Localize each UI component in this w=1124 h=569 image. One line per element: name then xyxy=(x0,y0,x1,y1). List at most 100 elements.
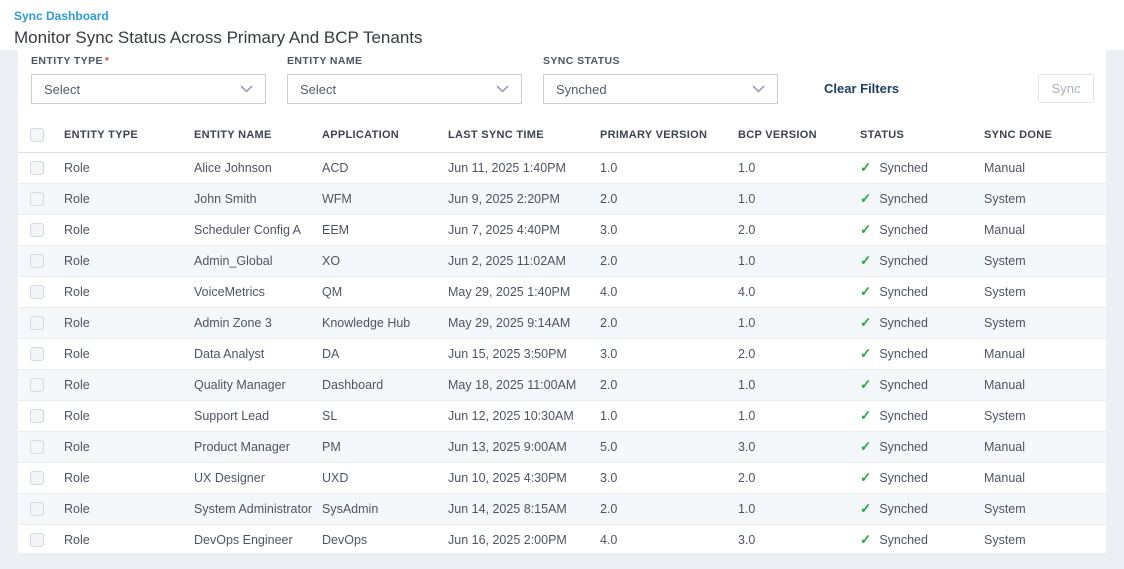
cell-entity-name: Alice Johnson xyxy=(194,160,272,175)
cell-entity-name: Support Lead xyxy=(194,408,270,423)
status-label: Synched xyxy=(879,191,928,206)
status-label: Synched xyxy=(879,346,928,361)
check-icon: ✓ xyxy=(860,345,872,361)
entity-type-select[interactable]: Select xyxy=(31,74,266,104)
row-checkbox[interactable] xyxy=(30,222,44,237)
cell-last-sync-time: May 18, 2025 11:00AM xyxy=(448,377,577,392)
entity-name-select[interactable]: Select xyxy=(287,74,522,104)
cell-application: QM xyxy=(322,284,343,299)
cell-bcp-version: 1.0 xyxy=(738,377,756,392)
filter-bar: ENTITY TYPE * Select ENTITY NAME Select S… xyxy=(18,50,1106,118)
cell-status: ✓ Synched xyxy=(860,462,984,493)
cell-bcp-version: 1.0 xyxy=(738,315,756,330)
entity-type-label-text: ENTITY TYPE xyxy=(31,55,103,67)
cell-application: SysAdmin xyxy=(322,501,379,516)
column-header-primary-version: PRIMARY VERSION xyxy=(600,118,738,153)
status-label: Synched xyxy=(879,501,928,516)
cell-application: WFM xyxy=(322,191,352,206)
column-header-bcp-version: BCP VERSION xyxy=(738,118,860,153)
row-checkbox-cell xyxy=(18,431,64,462)
row-checkbox-cell xyxy=(18,307,64,338)
select-all-checkbox[interactable] xyxy=(30,127,44,142)
cell-application: ACD xyxy=(322,160,349,175)
cell-status: ✓ Synched xyxy=(860,245,984,276)
select-all-cell xyxy=(18,118,64,153)
row-checkbox[interactable] xyxy=(30,346,44,361)
row-checkbox-cell xyxy=(18,462,64,493)
row-checkbox[interactable] xyxy=(30,439,44,454)
cell-bcp-version: 1.0 xyxy=(738,253,756,268)
table-row: Role Alice Johnson ACD Jun 11, 2025 1:40PM 1… xyxy=(18,152,1106,183)
breadcrumb[interactable]: Sync Dashboard xyxy=(14,9,109,23)
status-label: Synched xyxy=(879,315,928,330)
cell-application: XO xyxy=(322,253,341,268)
row-checkbox[interactable] xyxy=(30,501,44,516)
cell-bcp-version: 2.0 xyxy=(738,470,756,485)
cell-status: ✓ Synched xyxy=(860,524,984,555)
row-checkbox[interactable] xyxy=(30,284,44,299)
row-checkbox-cell xyxy=(18,152,64,183)
entity-type-select-value: Select xyxy=(44,81,81,97)
status-label: Synched xyxy=(879,439,928,454)
clear-filters-link[interactable]: Clear Filters xyxy=(824,81,900,96)
cell-entity-type: Role xyxy=(64,346,90,361)
table-row: Role Support Lead SL Jun 12, 2025 10:30AM 1.… xyxy=(18,400,1106,431)
cell-application: DevOps xyxy=(322,532,368,547)
cell-status: ✓ Synched xyxy=(860,276,984,307)
row-checkbox[interactable] xyxy=(30,191,44,206)
row-checkbox-cell xyxy=(18,276,64,307)
cell-last-sync-time: Jun 14, 2025 8:15AM xyxy=(448,501,567,516)
cell-entity-type: Role xyxy=(64,160,90,175)
table-header: ENTITY TYPE ENTITY NAME APPLICATION LAST… xyxy=(18,118,1106,153)
cell-bcp-version: 4.0 xyxy=(738,284,756,299)
row-checkbox[interactable] xyxy=(30,377,44,392)
row-checkbox-cell xyxy=(18,400,64,431)
cell-last-sync-time: Jun 13, 2025 9:00AM xyxy=(448,439,567,454)
cell-primary-version: 2.0 xyxy=(600,315,618,330)
check-icon: ✓ xyxy=(860,407,872,423)
check-icon: ✓ xyxy=(860,190,872,206)
cell-sync-done: System xyxy=(984,532,1026,547)
cell-last-sync-time: Jun 15, 2025 3:50PM xyxy=(448,346,567,361)
check-icon: ✓ xyxy=(860,469,872,485)
check-icon: ✓ xyxy=(860,376,872,392)
sync-status-select-value: Synched xyxy=(556,81,607,97)
row-checkbox-cell xyxy=(18,183,64,214)
status-label: Synched xyxy=(879,160,928,175)
cell-entity-type: Role xyxy=(64,501,90,516)
entity-name-label: ENTITY NAME xyxy=(287,55,363,67)
filter-sync-status: SYNC STATUS Synched xyxy=(543,55,778,104)
table-row: Role John Smith WFM Jun 9, 2025 2:20PM 2.0 1.… xyxy=(18,183,1106,214)
cell-status: ✓ Synched xyxy=(860,493,984,524)
row-checkbox[interactable] xyxy=(30,253,44,268)
cell-bcp-version: 1.0 xyxy=(738,160,756,175)
sync-status-select[interactable]: Synched xyxy=(543,74,778,104)
cell-last-sync-time: Jun 7, 2025 4:40PM xyxy=(448,222,560,237)
check-icon: ✓ xyxy=(860,500,872,516)
row-checkbox[interactable] xyxy=(30,470,44,485)
row-checkbox[interactable] xyxy=(30,160,44,175)
cell-last-sync-time: Jun 16, 2025 2:00PM xyxy=(448,532,567,547)
entity-type-label: ENTITY TYPE * xyxy=(31,55,266,67)
cell-last-sync-time: Jun 12, 2025 10:30AM xyxy=(448,408,574,423)
cell-primary-version: 4.0 xyxy=(600,532,618,547)
cell-sync-done: Manual xyxy=(984,377,1025,392)
page-header: Sync Dashboard Monitor Sync Status Acros… xyxy=(0,0,1124,50)
cell-sync-done: System xyxy=(984,284,1026,299)
table-row: Role System Administrator SysAdmin Jun 14, … xyxy=(18,493,1106,524)
cell-primary-version: 1.0 xyxy=(600,408,618,423)
row-checkbox-cell xyxy=(18,524,64,555)
sync-button[interactable]: Sync xyxy=(1038,74,1094,103)
cell-entity-type: Role xyxy=(64,439,90,454)
cell-last-sync-time: May 29, 2025 1:40PM xyxy=(448,284,571,299)
row-checkbox[interactable] xyxy=(30,532,44,547)
column-header-entity-name: ENTITY NAME xyxy=(194,118,322,153)
cell-status: ✓ Synched xyxy=(860,214,984,245)
cell-sync-done: System xyxy=(984,501,1026,516)
row-checkbox[interactable] xyxy=(30,315,44,330)
entity-name-select-value: Select xyxy=(300,81,337,97)
row-checkbox[interactable] xyxy=(30,408,44,423)
table-row: Role Quality Manager Dashboard May 18, 2025… xyxy=(18,369,1106,400)
cell-entity-type: Role xyxy=(64,408,90,423)
cell-entity-name: Admin Zone 3 xyxy=(194,315,272,330)
